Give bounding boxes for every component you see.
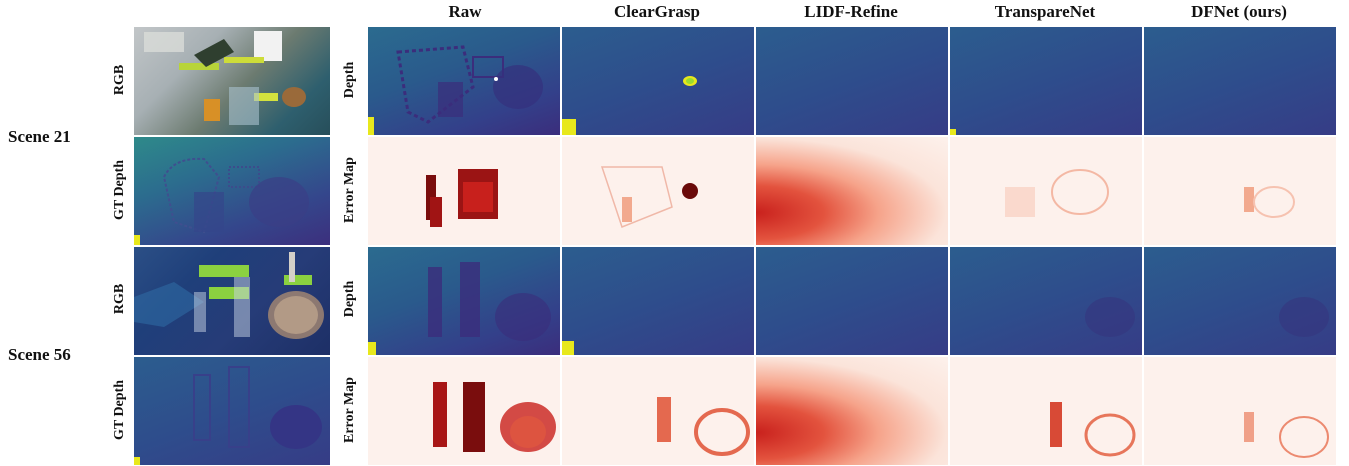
scene21-depth-cleargrasp — [562, 27, 754, 135]
scene56-error-raw — [368, 357, 560, 465]
column-header-lidf-refine: LIDF-Refine — [804, 2, 898, 21]
scene56-depth-dfnet-detail — [1279, 297, 1329, 337]
row-label-error-map-21: Error Map — [342, 157, 357, 223]
scene56-depth-transparenet — [950, 247, 1142, 355]
scene21-gt-depth-shapes — [134, 157, 309, 245]
scene21-depth-lidf — [756, 27, 948, 135]
scene21-error-dfnet-regions — [1244, 186, 1295, 218]
scene21-error-transparenet — [950, 137, 1142, 245]
scene56-rgb-objects — [134, 252, 324, 339]
scene21-depth-cleargrasp-detail — [562, 76, 697, 135]
scene21-depth-raw-holes — [368, 45, 543, 135]
column-header-raw: Raw — [448, 2, 482, 21]
scene21-depth-dfnet — [1144, 27, 1336, 135]
scene21-rgb-objects — [144, 31, 306, 125]
scene21-error-lidf — [756, 137, 948, 245]
scene56-depth-lidf — [756, 247, 948, 355]
scene21-error-cleargrasp — [562, 137, 754, 245]
row-label-rgb-56: RGB — [112, 283, 127, 315]
scene21-gt-depth-image — [134, 137, 330, 245]
scene21-error-cleargrasp-regions — [600, 166, 698, 228]
scene56-depth-dfnet — [1144, 247, 1336, 355]
row-label-depth-21: Depth — [342, 61, 357, 99]
row-label-rgb-21: RGB — [112, 64, 127, 96]
column-header-transparenet: TranspareNet — [994, 2, 1096, 21]
scene21-depth-transparenet-detail — [950, 129, 956, 135]
scene56-error-transparenet — [950, 357, 1142, 465]
scene56-depth-cleargrasp-detail — [562, 341, 574, 355]
scene56-gt-depth-image — [134, 357, 330, 465]
column-header-dfnet: DFNet (ours) — [1191, 2, 1287, 21]
scene56-depth-raw-holes — [368, 262, 551, 355]
scene21-rgb-image — [134, 27, 330, 135]
scene56-depth-transparenet-detail — [1085, 297, 1135, 337]
scene21-error-raw-regions — [426, 169, 498, 227]
scene56-error-dfnet — [1144, 357, 1336, 465]
scene56-error-cleargrasp — [562, 357, 754, 465]
row-label-depth-56: Depth — [342, 280, 357, 318]
scene21-depth-raw — [368, 27, 560, 135]
scene56-rgb-image — [134, 247, 330, 355]
scene56-depth-cleargrasp — [562, 247, 754, 355]
row-label-gt-depth-21: GT Depth — [112, 159, 127, 221]
scene56-gt-depth-shapes — [134, 366, 322, 465]
scene56-error-dfnet-regions — [1244, 412, 1329, 458]
scene-label-21: Scene 21 — [8, 127, 71, 146]
scene56-error-transparenet-regions — [1050, 402, 1136, 457]
row-label-error-map-56: Error Map — [342, 377, 357, 443]
scene56-error-lidf — [756, 357, 948, 465]
scene21-depth-transparenet — [950, 27, 1142, 135]
scene56-error-cleargrasp-regions — [657, 397, 750, 456]
row-label-gt-depth-56: GT Depth — [112, 379, 127, 441]
column-header-cleargrasp: ClearGrasp — [614, 2, 700, 21]
scene56-error-raw-regions — [433, 382, 556, 452]
scene21-error-raw — [368, 137, 560, 245]
scene21-error-dfnet — [1144, 137, 1336, 245]
scene56-depth-raw — [368, 247, 560, 355]
scene21-error-transparenet-regions — [1005, 169, 1109, 217]
scene-label-56: Scene 56 — [8, 345, 71, 364]
